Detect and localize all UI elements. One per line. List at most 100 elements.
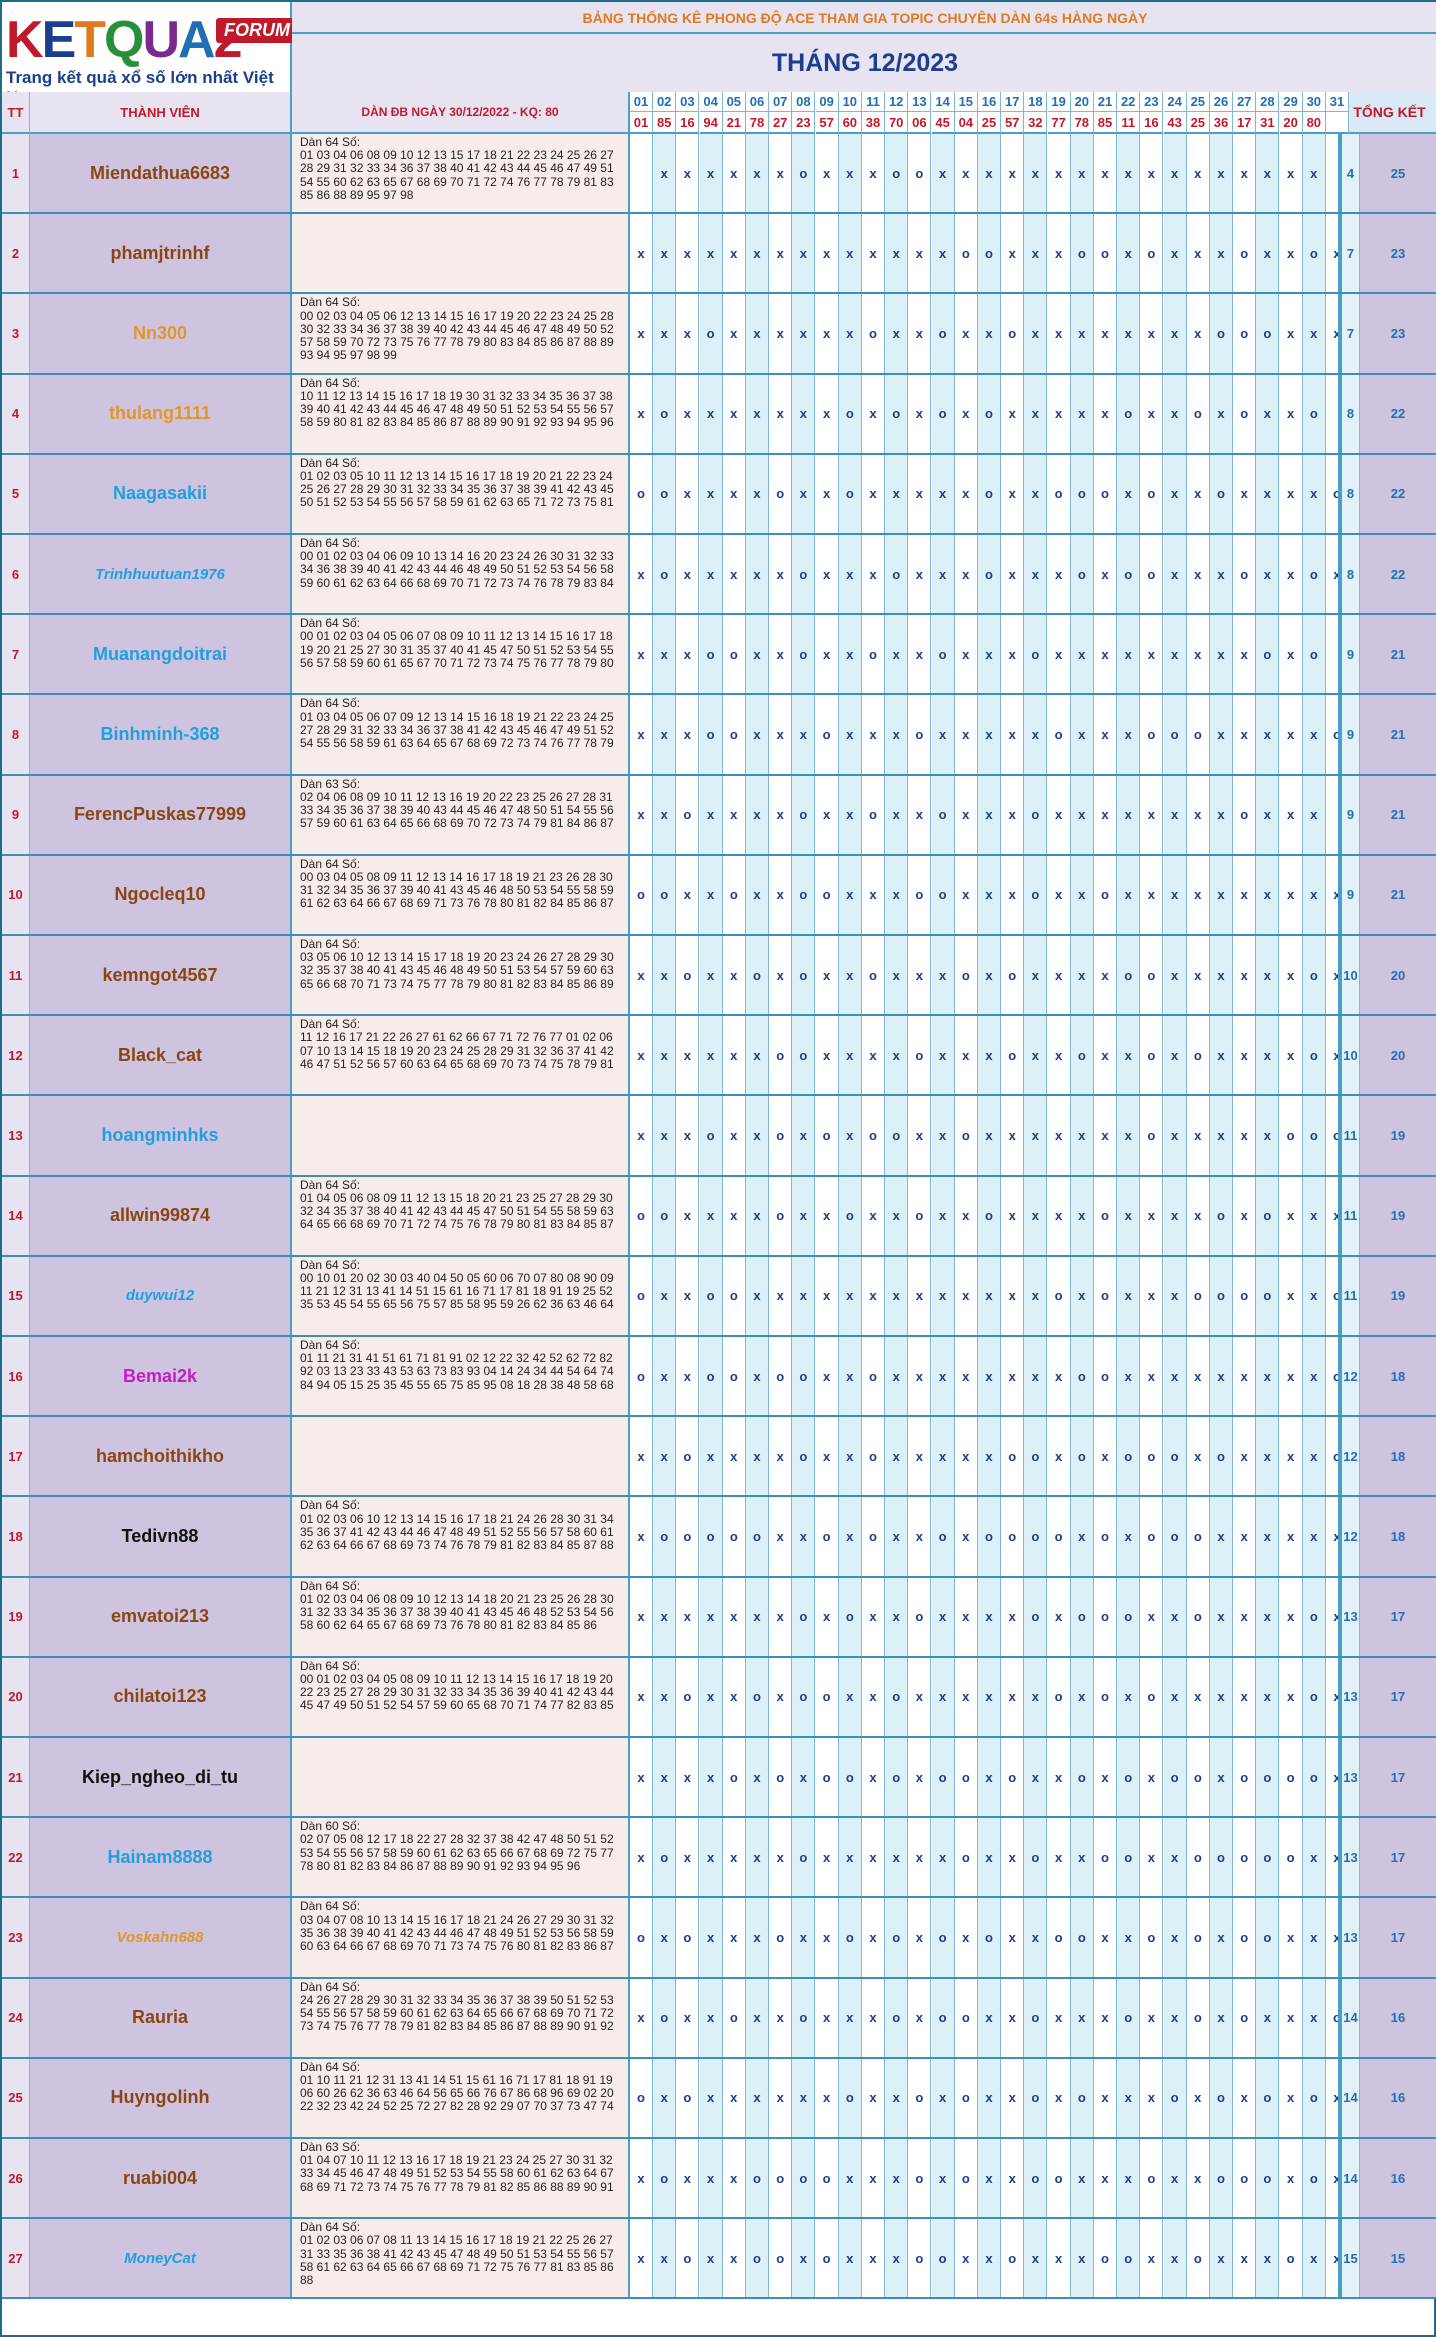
day-mark: x [931,214,955,293]
member-name[interactable]: Huyngolinh [30,2058,292,2137]
day-mark: x [815,775,839,854]
day-mark: x [653,1657,677,1736]
member-name[interactable]: Kiep_ngheo_di_tu [30,1738,292,1817]
day-mark: x [1117,2058,1141,2137]
day-mark: x [1117,1256,1141,1335]
day-mark: x [954,1657,978,1736]
day-mark: x [954,1337,978,1416]
day-mark: o [1094,1497,1117,1576]
member-name[interactable]: Tedivn88 [30,1497,292,1576]
day-mark: o [978,1497,1001,1576]
day-mark: o [1186,1738,1210,1817]
day-mark: o [769,1176,793,1255]
day-mark: x [1163,374,1187,453]
miss-count: 14 [1342,1978,1360,2057]
member-name[interactable]: MoneyCat [30,2219,292,2298]
member-name[interactable]: hamchoithikho [30,1417,292,1496]
member-name[interactable]: Miendathua6683 [30,134,292,213]
member-name[interactable]: emvatoi213 [30,1577,292,1656]
day-mark: x [1163,1016,1187,1095]
day-mark [630,134,653,213]
member-name[interactable]: duywui12 [30,1256,292,1335]
day-mark: x [885,1337,909,1416]
day-mark: x [1024,1738,1048,1817]
member-name[interactable]: Binhminh-368 [30,695,292,774]
day-mark: x [1070,1818,1094,1897]
member-name[interactable]: allwin99874 [30,1176,292,1255]
day-mark: o [630,1256,653,1335]
day-result: 57 [1001,112,1025,134]
dan-numbers: Dàn 60 Số: 02 07 05 08 12 17 18 22 27 28… [292,1818,630,1897]
day-number: 04 [699,92,723,112]
member-name[interactable]: Rauria [30,1978,292,2057]
day-mark: o [862,936,885,1015]
day-mark: x [676,1016,700,1095]
day-mark: x [699,1417,723,1496]
member-name[interactable]: chilatoi123 [30,1657,292,1736]
day-mark: o [676,1417,700,1496]
day-mark: x [699,1657,723,1736]
day-mark: x [978,2058,1001,2137]
day-mark: o [1279,1738,1303,1817]
member-name[interactable]: Nn300 [30,294,292,373]
day-mark: x [1279,2058,1303,2137]
member-name[interactable]: Voskahn688 [30,1898,292,1977]
member-name[interactable]: phamjtrinhf [30,214,292,293]
day-mark: x [1117,1096,1141,1175]
row-index: 1 [2,134,30,213]
day-mark: o [1070,1577,1094,1656]
day-mark: x [1163,134,1187,213]
day-mark: x [1302,2219,1326,2298]
day-result: 31 [1256,112,1280,134]
day-mark: o [1140,1657,1164,1736]
day-result: 43 [1163,112,1187,134]
member-name[interactable]: Bemai2k [30,1337,292,1416]
logo-letter: A [178,11,216,69]
member-name[interactable]: FerencPuskas77999 [30,775,292,854]
day-mark: o [838,454,862,533]
row-index: 3 [2,294,30,373]
member-name[interactable]: thulang1111 [30,374,292,453]
member-name[interactable]: Naagasakii [30,454,292,533]
day-mark: o [1117,1818,1141,1897]
member-name[interactable]: kemngot4567 [30,936,292,1015]
ketqua2-logo[interactable]: KETQUA2 FORUM Trang kết quả xổ số lớn nh… [2,2,298,107]
member-name[interactable]: Ngocleq10 [30,855,292,934]
miss-count: 12 [1342,1417,1360,1496]
day-mark: o [815,2139,839,2218]
day-mark: x [676,374,700,453]
dan-numbers [292,214,630,293]
day-mark: x [1256,535,1280,614]
day-mark: x [954,454,978,533]
day-mark: x [769,695,793,774]
day-mark: x [1070,1176,1094,1255]
total-score: 25 [1360,134,1436,213]
day-mark: x [1279,374,1303,453]
dan-numbers [292,1738,630,1817]
row-index: 15 [2,1256,30,1335]
total-score: 22 [1360,374,1436,453]
day-mark: x [1186,134,1210,213]
dan-numbers: Dàn 64 Số: 24 26 27 28 29 30 31 32 33 34… [292,1978,630,2057]
day-mark: x [1024,374,1048,453]
day-mark: x [792,1176,816,1255]
day-result: 21 [722,112,746,134]
day-mark: o [978,1176,1001,1255]
member-name[interactable]: Hainam8888 [30,1818,292,1897]
day-mark: x [1256,1096,1280,1175]
dan-numbers: Dàn 63 Số: 01 04 07 10 11 12 13 16 17 18… [292,2139,630,2218]
day-mark: x [792,1898,816,1977]
member-name[interactable]: ruabi004 [30,2139,292,2218]
day-mark: o [862,615,885,694]
row-index: 9 [2,775,30,854]
member-name[interactable]: Muanangdoitrai [30,615,292,694]
day-result: 36 [1210,112,1233,134]
member-name[interactable]: Trinhhuutuan1976 [30,535,292,614]
day-mark: x [746,214,769,293]
member-name[interactable]: hoangminhks [30,1096,292,1175]
member-name[interactable]: Black_cat [30,1016,292,1095]
day-mark: x [1210,1497,1233,1576]
day-mark: x [954,615,978,694]
day-mark: x [954,134,978,213]
day-mark: x [1140,2219,1164,2298]
